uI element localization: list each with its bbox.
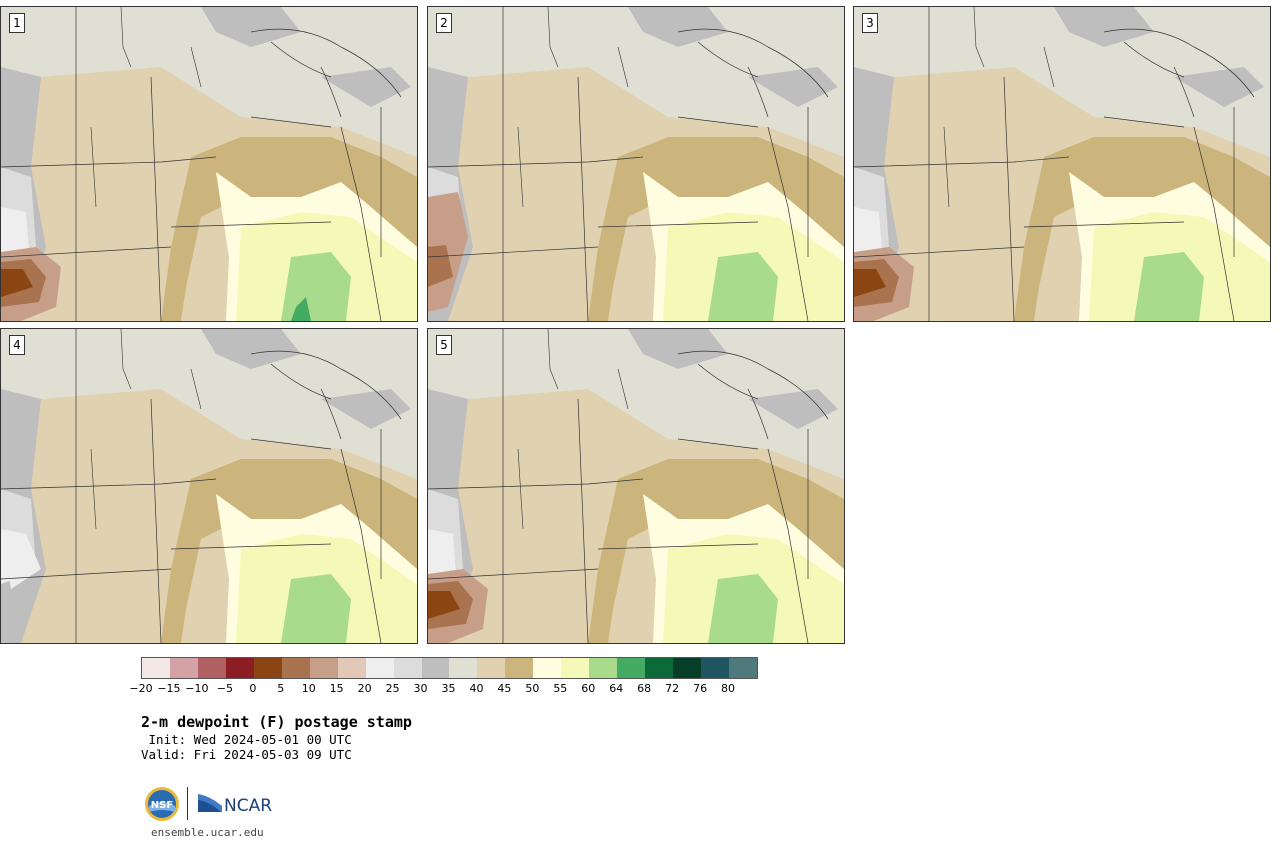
colorbar-tick-label: 40 [469, 682, 484, 695]
nsf-logo-icon: NSF [145, 787, 179, 821]
colorbar-swatch [505, 658, 534, 678]
colorbar-swatch [645, 658, 674, 678]
map-panel-1: 1 [0, 6, 418, 322]
map-panel-3: 3 [853, 6, 1271, 322]
colorbar-tick-label: 15 [329, 682, 344, 695]
colorbar-tick-label: 20 [357, 682, 372, 695]
map-panel-2: 2 [427, 6, 845, 322]
colorbar-tick-label: −15 [157, 682, 181, 695]
colorbar-ticks: −20 −15 −10 −5 0 5 10 15 20 25 30 35 40 45 50 55 60 64 68 7… [129, 682, 756, 696]
colorbar-swatch [253, 658, 282, 678]
colorbar-tick-label: 55 [553, 682, 568, 695]
panel-number: 1 [9, 13, 25, 33]
colorbar-swatch [701, 658, 730, 678]
panel-number: 5 [436, 335, 452, 355]
colorbar-tick-label: 80 [721, 682, 736, 695]
panel-number: 3 [862, 13, 878, 33]
colorbar-swatch [533, 658, 562, 678]
colorbar-tick-label: 25 [385, 682, 400, 695]
chart-title: 2-m dewpoint (F) postage stamp [141, 713, 412, 731]
colorbar-swatch [365, 658, 394, 678]
colorbar-tick-label: 30 [413, 682, 428, 695]
colorbar-tick-label: 0 [249, 682, 257, 695]
colorbar-swatch [337, 658, 366, 678]
ncar-logo-text: NCAR [224, 796, 272, 814]
valid-time: Valid: Fri 2024-05-03 09 UTC [141, 747, 352, 762]
logo-divider [187, 787, 188, 820]
colorbar-swatch [729, 658, 757, 678]
panel-number: 4 [9, 335, 25, 355]
colorbar-swatch [477, 658, 506, 678]
colorbar-swatch [169, 658, 198, 678]
colorbar-swatch [393, 658, 422, 678]
colorbar-tick-label: −5 [216, 682, 233, 695]
colorbar-swatch [673, 658, 702, 678]
colorbar [141, 657, 758, 679]
ncar-logo-icon: NCAR [198, 794, 272, 814]
colorbar-tick-label: 72 [665, 682, 680, 695]
colorbar-tick-label: 64 [609, 682, 624, 695]
svg-text:NSF: NSF [151, 800, 173, 811]
colorbar-swatch [449, 658, 478, 678]
colorbar-tick-label: 60 [581, 682, 596, 695]
colorbar-tick-label: −20 [129, 682, 153, 695]
colorbar-tick-label: −10 [185, 682, 209, 695]
colorbar-swatch [309, 658, 338, 678]
colorbar-tick-label: 5 [277, 682, 285, 695]
colorbar-swatch [421, 658, 450, 678]
colorbar-swatch [561, 658, 590, 678]
map-panel-5: 5 [427, 328, 845, 644]
colorbar-swatch [281, 658, 310, 678]
panel-number: 2 [436, 13, 452, 33]
colorbar-swatch [142, 658, 170, 678]
colorbar-tick-label: 68 [637, 682, 652, 695]
colorbar-swatch [197, 658, 226, 678]
colorbar-tick-label: 35 [441, 682, 456, 695]
colorbar-tick-label: 50 [525, 682, 540, 695]
init-time: Init: Wed 2024-05-01 00 UTC [141, 732, 352, 747]
colorbar-swatch [225, 658, 254, 678]
site-url[interactable]: ensemble.ucar.edu [151, 826, 264, 839]
colorbar-tick-label: 10 [301, 682, 316, 695]
colorbar-tick-label: 76 [693, 682, 708, 695]
colorbar-swatch [589, 658, 618, 678]
map-panel-4: 4 [0, 328, 418, 644]
colorbar-swatch [617, 658, 646, 678]
colorbar-tick-label: 45 [497, 682, 512, 695]
